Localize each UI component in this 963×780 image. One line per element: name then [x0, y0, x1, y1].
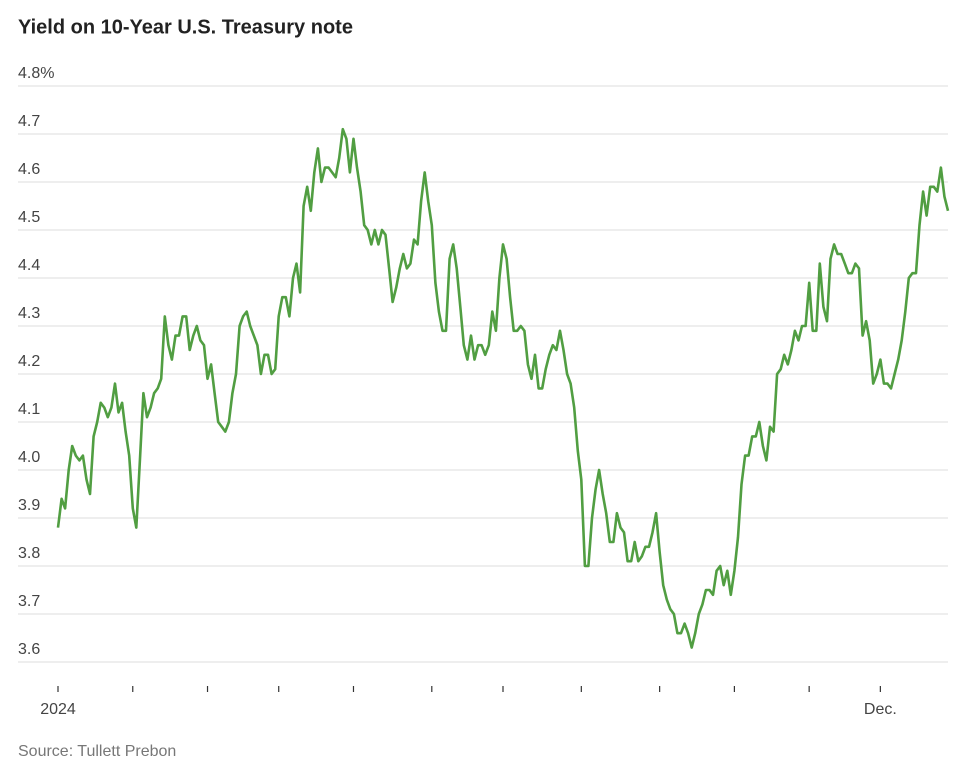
- y-tick-label: 4.8%: [18, 65, 54, 82]
- y-tick-label: 3.6: [18, 641, 40, 658]
- y-tick-label: 4.6: [18, 161, 40, 178]
- y-tick-label: 4.5: [18, 209, 40, 226]
- y-tick-label: 4.3: [18, 305, 40, 322]
- y-tick-label: 3.8: [18, 545, 40, 562]
- x-tick-label: 2024: [40, 701, 76, 718]
- y-tick-label: 4.4: [18, 257, 40, 274]
- source-note: Source: Tullett Prebon: [18, 743, 176, 760]
- y-tick-label: 4.1: [18, 401, 40, 418]
- y-tick-label: 4.2: [18, 353, 40, 370]
- y-tick-label: 4.7: [18, 113, 40, 130]
- y-tick-label: 3.9: [18, 497, 40, 514]
- y-tick-label: 3.7: [18, 593, 40, 610]
- x-tick-label: Dec.: [864, 701, 897, 718]
- yield-line: [56, 127, 950, 649]
- y-tick-label: 4.0: [18, 449, 40, 466]
- chart-title: Yield on 10-Year U.S. Treasury note: [18, 16, 353, 38]
